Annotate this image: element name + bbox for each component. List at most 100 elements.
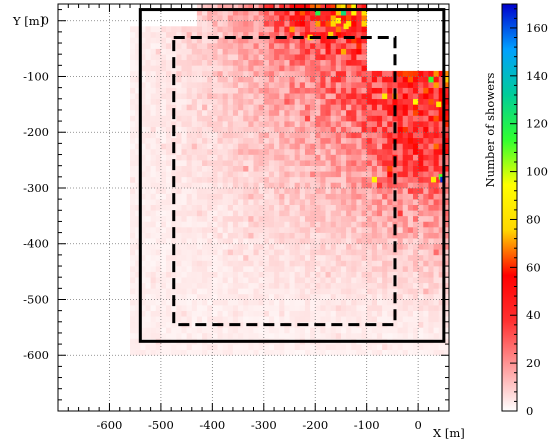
heatmap-cell: [361, 282, 367, 289]
heatmap-cell: [361, 54, 367, 61]
heatmap-cell: [371, 143, 378, 150]
heatmap-cell: [253, 137, 259, 144]
heatmap-cell: [361, 15, 367, 22]
heatmap-cell: [130, 288, 136, 295]
heatmap-cell: [289, 154, 295, 161]
heatmap-cell: [212, 266, 218, 272]
heatmap-cell: [304, 70, 311, 77]
heatmap-cell: [299, 148, 306, 155]
heatmap-cell: [346, 254, 352, 261]
heatmap-cell: [176, 266, 182, 272]
heatmap-cell: [387, 254, 393, 261]
heatmap-cell: [217, 232, 223, 239]
heatmap-cell: [351, 126, 357, 133]
heatmap-cell: [356, 20, 362, 27]
heatmap-cell: [376, 321, 383, 328]
heatmap-cell: [428, 277, 434, 284]
heatmap-cells: [130, 4, 450, 356]
heatmap-cell: [289, 9, 295, 16]
heatmap-cell: [248, 43, 254, 49]
heatmap-cell: [428, 327, 434, 334]
heatmap-cell: [181, 176, 187, 183]
heatmap-cell: [371, 299, 378, 306]
heatmap-cell: [238, 82, 244, 88]
heatmap-cell: [361, 137, 367, 144]
heatmap-cell: [320, 31, 326, 38]
heatmap-cell: [135, 327, 141, 334]
heatmap-cell: [294, 54, 301, 61]
heatmap-cell: [258, 54, 265, 61]
heatmap-cell: [171, 187, 177, 194]
heatmap-cell: [202, 199, 208, 206]
heatmap-cell: [392, 332, 398, 339]
heatmap-cell: [202, 31, 208, 38]
heatmap-cell: [263, 299, 270, 306]
heatmap-cell: [160, 327, 167, 334]
heatmap-cell: [330, 43, 337, 49]
heatmap-cell: [407, 160, 414, 166]
heatmap-cell: [361, 4, 367, 10]
heatmap-cell: [366, 187, 373, 194]
heatmap-cell: [140, 54, 146, 61]
heatmap-cell: [232, 9, 239, 16]
heatmap-cell: [397, 238, 403, 245]
heatmap-cell: [366, 126, 373, 133]
heatmap-cell: [207, 121, 213, 127]
heatmap-cell: [361, 182, 367, 189]
heatmap-cell: [279, 299, 285, 306]
heatmap-cell: [310, 204, 316, 211]
heatmap-cell: [217, 187, 223, 194]
heatmap-cell: [227, 349, 234, 356]
heatmap-cell: [268, 310, 275, 317]
heatmap-cell: [140, 160, 146, 166]
heatmap-cell: [340, 277, 347, 284]
heatmap-cell: [140, 65, 146, 72]
heatmap-cell: [346, 316, 352, 323]
heatmap-cell: [294, 37, 301, 44]
heatmap-cell: [382, 271, 388, 278]
heatmap-cell: [176, 344, 182, 350]
heatmap-hotspot: [436, 101, 442, 108]
y-tick-label: -400: [23, 237, 49, 251]
heatmap-cell: [176, 243, 182, 250]
heatmap-cell: [382, 76, 388, 83]
heatmap-cell: [268, 98, 275, 105]
heatmap-cell: [407, 109, 414, 116]
heatmap-cell: [238, 210, 244, 217]
heatmap-cell: [150, 349, 157, 356]
heatmap-cell: [176, 43, 182, 49]
heatmap-cell: [397, 293, 403, 300]
heatmap-cell: [274, 243, 280, 250]
heatmap-cell: [166, 215, 172, 222]
heatmap-cell: [340, 215, 347, 222]
heatmap-cell: [423, 87, 429, 94]
heatmap-cell: [207, 254, 213, 261]
heatmap-cell: [207, 349, 213, 356]
heatmap-cell: [263, 132, 270, 139]
heatmap-cell: [366, 70, 373, 77]
heatmap-cell: [181, 165, 187, 172]
heatmap-cell: [433, 249, 440, 256]
heatmap-cell: [376, 93, 383, 100]
heatmap-cell: [284, 249, 290, 256]
heatmap-cell: [397, 227, 403, 233]
heatmap-cell: [130, 26, 136, 33]
heatmap-cell: [268, 37, 275, 44]
heatmap-cell: [166, 26, 172, 33]
heatmap-cell: [145, 221, 151, 228]
heatmap-cell: [346, 4, 352, 10]
heatmap-cell: [140, 277, 146, 284]
heatmap-cell: [227, 344, 234, 350]
heatmap-cell: [279, 187, 285, 194]
heatmap-cell: [330, 182, 337, 189]
heatmap-cell: [217, 82, 223, 88]
heatmap-cell: [268, 182, 275, 189]
heatmap-cell: [186, 282, 193, 289]
heatmap-cell: [160, 126, 167, 133]
heatmap-cell: [325, 82, 331, 88]
heatmap-cell: [418, 93, 424, 100]
heatmap-cell: [376, 243, 383, 250]
heatmap-cell: [284, 254, 290, 261]
heatmap-cell: [150, 227, 157, 233]
heatmap-cell: [387, 282, 393, 289]
